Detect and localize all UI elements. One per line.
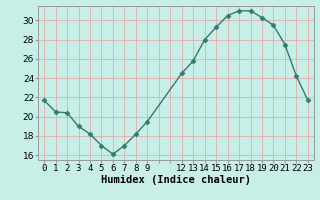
X-axis label: Humidex (Indice chaleur): Humidex (Indice chaleur)	[101, 175, 251, 185]
